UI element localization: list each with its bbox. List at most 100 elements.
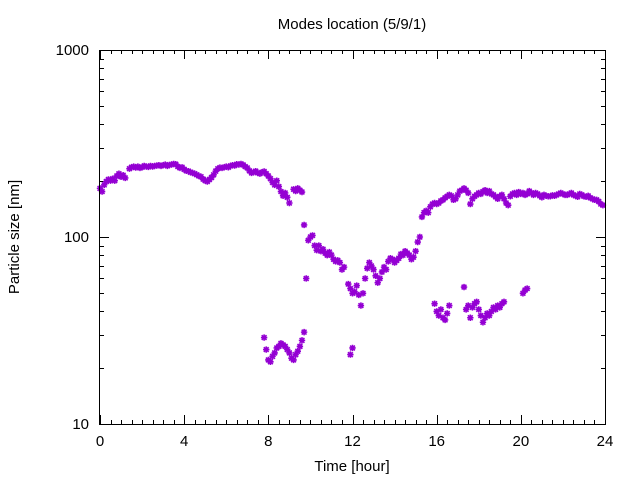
data-point xyxy=(265,172,272,180)
data-point xyxy=(359,290,367,297)
data-point xyxy=(557,189,565,197)
data-point xyxy=(513,191,520,199)
data-point xyxy=(465,302,472,309)
plot-frame xyxy=(99,50,606,425)
data-point xyxy=(345,280,352,288)
data-point xyxy=(273,177,280,184)
data-point xyxy=(492,306,499,313)
data-point xyxy=(361,275,369,282)
data-point xyxy=(271,181,278,189)
y-axis-label: Particle size [nm] xyxy=(6,180,23,294)
data-point xyxy=(462,306,470,313)
data-point xyxy=(281,189,289,197)
data-point xyxy=(284,346,291,353)
data-point xyxy=(523,285,531,292)
data-point xyxy=(292,351,299,358)
data-point xyxy=(309,232,316,239)
y-tick-label: 100 xyxy=(64,229,89,246)
data-point xyxy=(477,312,485,319)
data-point xyxy=(460,283,468,291)
data-point xyxy=(462,186,470,194)
data-point xyxy=(267,358,274,366)
data-point xyxy=(281,343,289,350)
data-point xyxy=(305,237,312,244)
data-point xyxy=(498,191,506,199)
data-point xyxy=(271,349,278,357)
data-point xyxy=(414,238,421,246)
data-point xyxy=(347,285,354,292)
data-point xyxy=(481,186,489,194)
data-point xyxy=(277,188,285,195)
data-point xyxy=(416,233,424,241)
data-point xyxy=(267,175,274,182)
data-point xyxy=(298,337,306,344)
data-point xyxy=(467,314,474,321)
data-point xyxy=(500,298,508,306)
x-tick-label: 4 xyxy=(180,433,188,450)
data-point xyxy=(385,258,392,265)
data-point xyxy=(326,248,333,256)
x-tick-label: 16 xyxy=(428,433,445,450)
data-point xyxy=(303,275,310,282)
data-point xyxy=(452,195,459,203)
data-point xyxy=(418,213,426,221)
data-point xyxy=(372,272,379,280)
data-point xyxy=(425,209,432,216)
x-tick-label: 12 xyxy=(344,433,361,450)
data-point xyxy=(210,171,217,179)
data-point xyxy=(496,304,503,311)
chart-title: Modes location (5/9/1) xyxy=(278,16,426,33)
data-point xyxy=(559,190,567,198)
data-point xyxy=(119,172,127,179)
data-point xyxy=(378,268,386,276)
data-point xyxy=(364,265,371,272)
data-point xyxy=(475,306,482,313)
data-point xyxy=(389,256,396,263)
data-point xyxy=(269,353,276,360)
data-point xyxy=(406,251,413,259)
data-point xyxy=(521,191,529,199)
data-point xyxy=(98,188,106,195)
data-point xyxy=(286,349,293,357)
x-tick-label: 8 xyxy=(264,433,272,450)
data-point xyxy=(456,187,464,195)
data-point xyxy=(347,351,354,358)
data-point xyxy=(374,279,381,286)
data-point xyxy=(315,242,323,249)
data-point xyxy=(481,314,489,321)
x-axis-label: Time [hour] xyxy=(314,458,389,475)
data-point xyxy=(263,346,270,353)
data-point xyxy=(357,302,365,309)
data-point xyxy=(523,190,531,198)
data-point xyxy=(599,201,607,209)
data-point xyxy=(563,191,571,199)
data-point xyxy=(353,282,360,289)
data-point xyxy=(202,177,209,184)
data-point xyxy=(500,195,508,203)
data-point xyxy=(435,312,442,319)
data-point xyxy=(448,192,455,200)
data-point xyxy=(313,246,320,254)
data-point xyxy=(410,253,417,261)
tick-labels: 0 4 8 12 16 20 24 10 100 1000 xyxy=(56,42,614,450)
data-point xyxy=(431,300,438,307)
data-point xyxy=(555,190,562,198)
data-point xyxy=(553,191,560,199)
data-point xyxy=(441,316,449,324)
x-tick-label: 0 xyxy=(96,433,104,450)
data-point xyxy=(319,246,327,253)
data-point xyxy=(469,304,476,311)
data-point xyxy=(311,242,318,249)
data-point xyxy=(488,190,495,198)
data-point xyxy=(292,187,299,195)
data-point xyxy=(279,192,287,200)
data-point xyxy=(576,190,583,198)
data-point xyxy=(505,201,512,209)
data-point xyxy=(376,275,384,282)
data-point xyxy=(328,251,335,259)
data-point xyxy=(443,310,451,317)
data-point xyxy=(286,199,293,207)
data-point xyxy=(446,302,453,309)
data-point xyxy=(324,251,331,259)
